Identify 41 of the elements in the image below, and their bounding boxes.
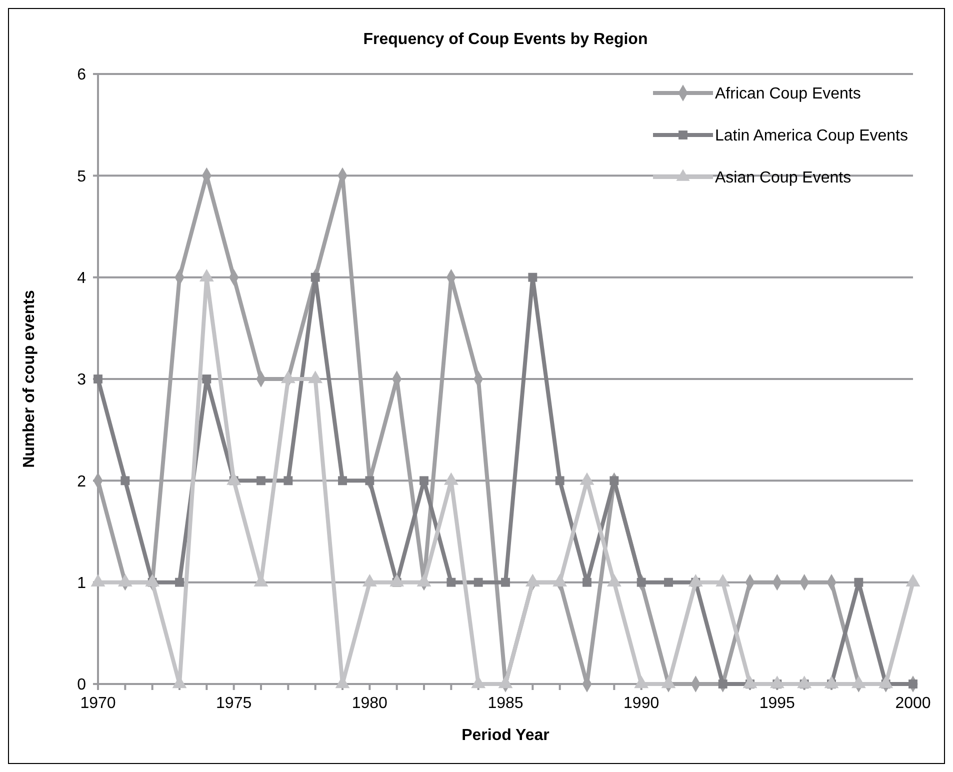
legend-label: Latin America Coup Events — [715, 128, 908, 145]
point — [256, 476, 266, 486]
legend-label: African Coup Events — [715, 86, 861, 103]
point — [420, 476, 428, 486]
x-tick-label: 1975 — [216, 695, 252, 712]
point — [446, 578, 456, 587]
x-tick-label: 1990 — [624, 695, 660, 712]
x-tick-label: 2000 — [895, 695, 931, 712]
point — [365, 476, 374, 486]
y-tick-label: 6 — [77, 66, 86, 84]
chart-title: Frequency of Coup Events by Region — [363, 31, 648, 48]
legend-label: Asian Coup Events — [715, 170, 852, 187]
y-tick-label: 4 — [77, 270, 86, 287]
x-tick-label: 1970 — [80, 695, 116, 712]
y-tick-label: 2 — [77, 473, 86, 490]
point — [718, 680, 728, 688]
point — [582, 578, 592, 587]
y-tick-label: 0 — [77, 676, 86, 694]
y-axis-title: Number of coup events — [21, 290, 38, 468]
point — [610, 476, 619, 486]
point — [501, 578, 510, 587]
point — [528, 272, 538, 282]
point — [310, 272, 320, 282]
point — [908, 680, 918, 688]
point — [202, 374, 212, 384]
point — [474, 578, 483, 587]
point — [664, 578, 673, 587]
x-tick-label: 1985 — [488, 695, 524, 712]
y-tick-label: 3 — [77, 372, 86, 389]
point — [854, 578, 864, 587]
y-tick-label: 1 — [77, 574, 86, 592]
x-tick-label: 1995 — [759, 695, 796, 712]
point — [338, 476, 347, 486]
x-axis-title: Period Year — [462, 727, 550, 744]
y-tick-label: 5 — [77, 168, 86, 186]
point — [284, 476, 293, 486]
point — [175, 578, 184, 587]
x-tick-label: 1980 — [352, 695, 388, 712]
point — [555, 476, 564, 486]
point — [120, 476, 130, 486]
point — [636, 578, 646, 587]
